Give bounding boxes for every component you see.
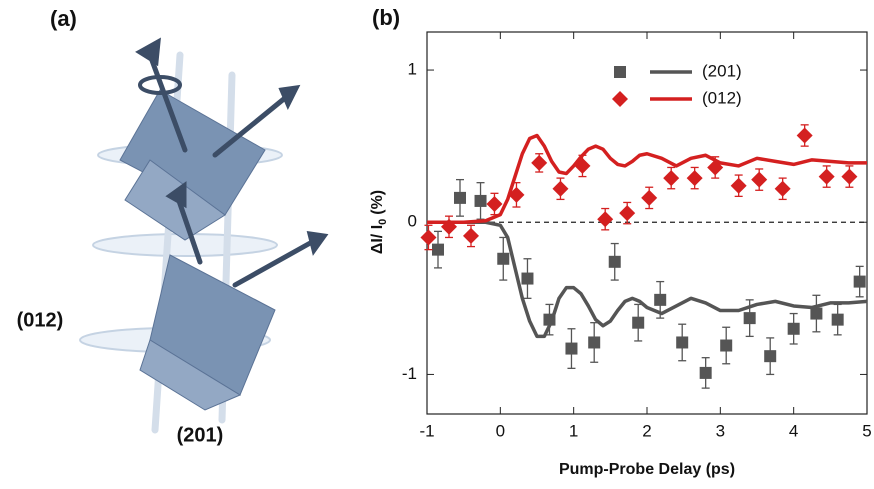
diamond-marker	[641, 189, 658, 206]
diamond-marker	[751, 171, 768, 188]
diamond-marker	[619, 205, 636, 222]
square-marker	[787, 322, 800, 335]
y-tick-label: 0	[408, 212, 417, 231]
plane-label: (201)	[177, 424, 224, 446]
square-marker	[853, 275, 866, 288]
y-axis-title-sub: 0	[377, 219, 389, 225]
square-marker	[588, 336, 601, 349]
diamond-marker	[531, 154, 548, 171]
y-axis-title-main: ΔI/ I	[369, 225, 386, 254]
diamond-marker	[730, 177, 747, 194]
square-marker	[543, 313, 556, 326]
square-marker	[676, 336, 689, 349]
square-marker	[565, 342, 578, 355]
illustration: (a) (012) (201)	[17, 6, 329, 446]
square-marker	[743, 312, 756, 325]
square-marker	[654, 293, 667, 306]
plane-label: (012)	[17, 309, 64, 331]
square-marker	[608, 255, 621, 268]
x-axis-title: Pump-Probe Delay (ps)	[559, 461, 735, 478]
y-tick-label: 1	[408, 60, 417, 79]
square-marker	[497, 252, 510, 265]
x-tick-label: 4	[789, 421, 798, 440]
fit-line	[427, 220, 868, 339]
diamond-marker	[707, 159, 724, 176]
diamond-marker	[774, 180, 791, 197]
square-marker	[632, 316, 645, 329]
diamond-marker	[796, 127, 813, 144]
square-marker	[699, 366, 712, 379]
diamond-marker	[486, 195, 503, 212]
square-marker	[474, 194, 487, 207]
panel-label: (b)	[372, 5, 400, 30]
x-tick-label: -1	[419, 421, 434, 440]
x-tick-label: 2	[642, 421, 651, 440]
diamond-marker	[612, 91, 628, 107]
diamond-marker	[574, 157, 591, 174]
diamond-marker	[841, 168, 858, 185]
diamond-marker	[420, 229, 437, 246]
diamond-marker	[463, 227, 479, 244]
legend-label: (012)	[702, 88, 742, 107]
square-marker	[831, 313, 844, 326]
square-marker	[521, 272, 534, 285]
diamond-marker	[597, 211, 614, 228]
x-tick-label: 5	[862, 421, 871, 440]
square-marker	[810, 307, 823, 320]
y-axis-title-unit: (%)	[369, 190, 386, 215]
square-marker	[764, 350, 777, 363]
diamond-marker	[552, 180, 569, 197]
diamond-marker	[663, 170, 680, 187]
legend-label: (201)	[702, 61, 742, 80]
x-tick-label: 0	[496, 421, 505, 440]
diamond-marker	[508, 186, 525, 203]
panel-label: (a)	[50, 6, 77, 31]
square-marker	[614, 66, 626, 78]
x-tick-label: 1	[569, 421, 578, 440]
y-tick-label: -1	[402, 364, 417, 383]
fit-line	[427, 133, 867, 224]
square-marker	[454, 191, 466, 204]
diamond-marker	[441, 218, 457, 235]
diamond-marker	[818, 168, 835, 185]
square-marker	[720, 339, 733, 352]
y-axis-title: ΔI/ I0 (%)	[369, 190, 389, 254]
square-marker	[432, 243, 444, 256]
diamond-marker	[686, 170, 703, 187]
x-tick-label: 3	[716, 421, 725, 440]
